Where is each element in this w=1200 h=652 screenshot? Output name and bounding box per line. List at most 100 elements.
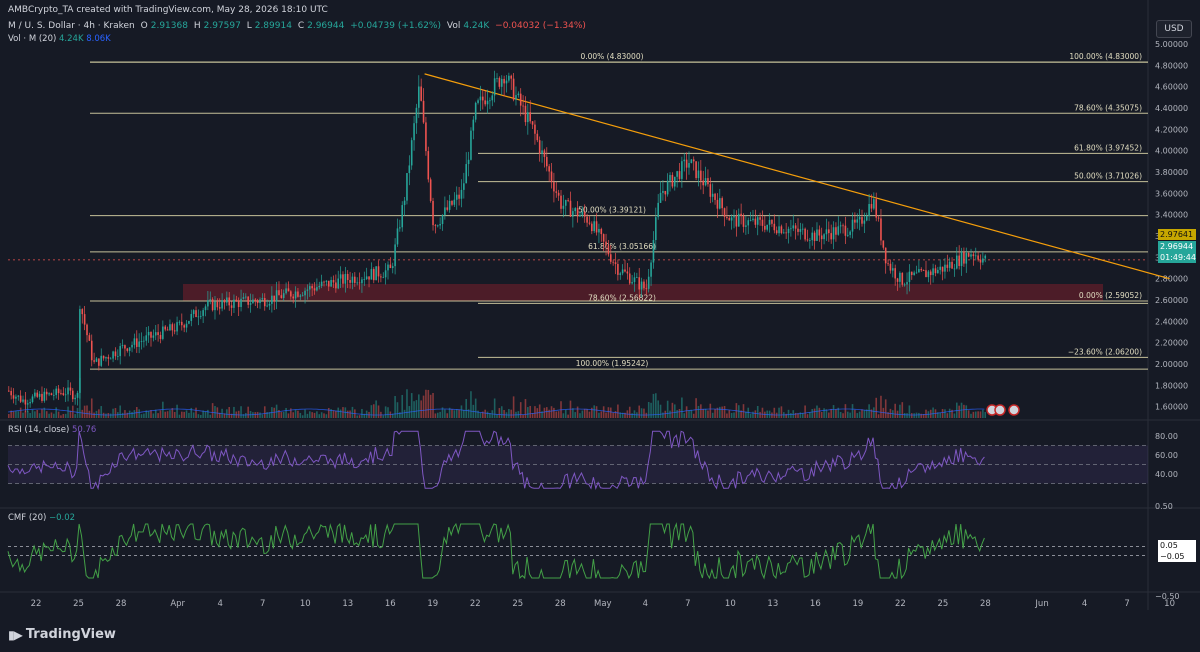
candle-body: [166, 329, 169, 331]
volume-bar: [583, 408, 586, 418]
price-tick-label: 2.40000: [1155, 317, 1188, 326]
candle-body: [346, 273, 349, 281]
candle-body: [846, 234, 849, 236]
volume-bar: [816, 405, 818, 418]
candle-body: [503, 78, 505, 84]
candle-body: [93, 360, 95, 362]
time-tick-label: 16: [810, 599, 821, 609]
candle-body: [778, 226, 780, 234]
candle-body: [735, 215, 738, 227]
volume-bar: [230, 413, 233, 418]
volume-bar: [631, 413, 633, 418]
fib-level-label: 61.80% (3.05166): [588, 242, 656, 251]
volume-bar: [612, 412, 614, 418]
candle-body: [835, 227, 837, 235]
candle-body: [937, 269, 939, 274]
candle-body: [36, 392, 39, 397]
volume-bar: [195, 407, 197, 418]
volume-bar: [176, 404, 178, 418]
volume-bar: [268, 412, 271, 418]
candle-body: [493, 78, 496, 96]
volume-bar: [702, 408, 705, 418]
candle-body: [22, 399, 24, 402]
candle-body: [560, 195, 562, 209]
currency-button[interactable]: USD: [1156, 20, 1192, 38]
volume-bar: [512, 396, 515, 418]
candle-body: [749, 220, 752, 221]
volume-bar: [576, 406, 579, 418]
candle-body: [474, 102, 477, 120]
candle-body: [292, 296, 294, 299]
candle-body: [306, 289, 309, 291]
volume-bar: [422, 395, 425, 418]
candle-body: [420, 86, 422, 101]
time-tick-label: Jun: [1034, 599, 1048, 609]
candle-body: [410, 140, 413, 166]
candle-body: [548, 166, 550, 172]
volume-bar: [88, 410, 91, 418]
candle-body: [967, 253, 970, 257]
volume-bar: [965, 405, 968, 418]
price-tick-label: 4.00000: [1155, 147, 1188, 156]
volume-bar: [707, 410, 709, 418]
candle-body: [868, 203, 870, 217]
volume-bar: [723, 406, 726, 418]
volume-bar: [444, 409, 446, 418]
candle-body: [162, 326, 164, 339]
candle-body: [645, 288, 648, 290]
volume-bar: [979, 411, 982, 418]
volume-bar: [318, 414, 321, 418]
candle-body: [12, 395, 15, 399]
candle-body: [737, 213, 740, 227]
volume-bar: [669, 410, 671, 418]
volume-bar: [543, 407, 546, 418]
candle-body: [57, 388, 60, 394]
candle-body: [195, 310, 197, 317]
candle-body: [287, 288, 290, 292]
volume-bar: [493, 398, 496, 418]
candle-body: [86, 324, 88, 336]
volume-bar: [202, 410, 204, 418]
volume-bar: [688, 410, 690, 418]
volume-bar: [854, 409, 856, 418]
volume-bar: [865, 409, 868, 418]
tradingview-logo[interactable]: ▮▶ TradingView: [8, 627, 116, 642]
volume-bar: [683, 413, 686, 418]
candle-body: [268, 303, 271, 306]
candle-body: [88, 335, 91, 341]
candle-body: [342, 274, 344, 284]
volume-bar: [884, 399, 887, 418]
volume-bar: [237, 410, 240, 418]
candle-body: [294, 291, 297, 299]
volume-bar: [294, 409, 297, 418]
candle-body: [100, 355, 103, 366]
volume-bar: [320, 412, 323, 418]
volume-bar: [574, 412, 577, 418]
volume-bar: [655, 393, 657, 418]
volume-bar: [868, 404, 870, 418]
volume-bar: [290, 408, 292, 418]
volume-bar: [62, 413, 65, 418]
candle-body: [517, 93, 520, 96]
volume-bar: [538, 404, 541, 418]
time-tick-label: Apr: [170, 599, 185, 609]
volume-bar: [166, 411, 169, 418]
candle-body: [863, 220, 866, 224]
volume-bar: [967, 410, 970, 418]
candle-body: [318, 286, 321, 288]
candle-body: [150, 331, 152, 338]
volume-bar: [650, 402, 652, 418]
candle-body: [448, 200, 451, 210]
candle-body: [408, 165, 411, 174]
candle-body: [510, 75, 513, 79]
volume-bar: [34, 411, 36, 418]
candle-body: [197, 316, 200, 318]
fib-level-label: 50.00% (3.39121): [578, 206, 646, 215]
volume-bar: [941, 409, 944, 418]
candle-body: [299, 295, 302, 297]
candle-body: [858, 217, 861, 220]
candle-body: [112, 351, 114, 359]
volume-bar: [391, 413, 394, 418]
candle-body: [972, 254, 975, 257]
